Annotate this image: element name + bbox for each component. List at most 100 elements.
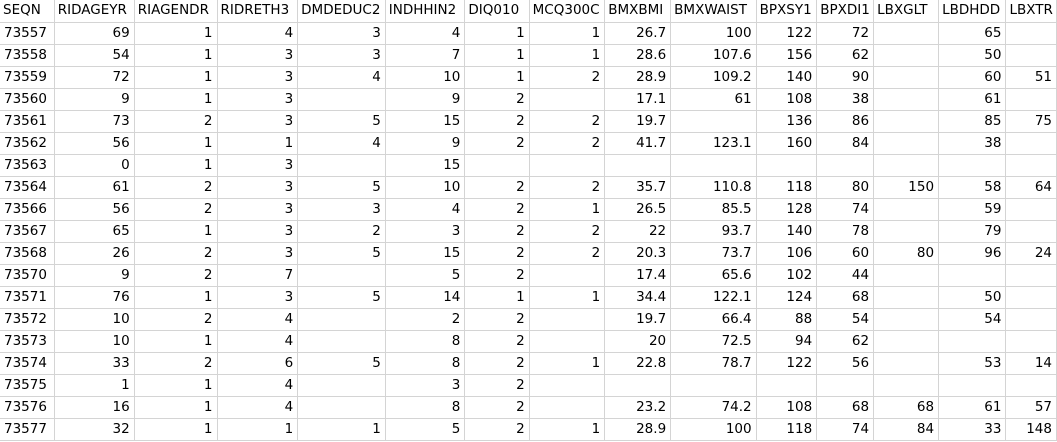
cell-ridreth3[interactable]: 6	[217, 352, 299, 375]
column-header-ridageyr[interactable]: RIDAGEYR	[54, 0, 135, 23]
cell-bpxdi1[interactable]: 74	[816, 418, 875, 441]
cell-ridreth3[interactable]: 3	[217, 286, 299, 309]
cell-lbxglt[interactable]	[873, 110, 940, 133]
cell-lbdhdd[interactable]	[938, 374, 1007, 397]
cell-bpxdi1[interactable]: 78	[816, 220, 875, 243]
cell-riagendr[interactable]: 1	[134, 418, 218, 441]
cell-mcq300c[interactable]: 2	[529, 176, 606, 199]
cell-indhhin2[interactable]: 5	[385, 264, 466, 287]
cell-seqn[interactable]: 73570	[0, 264, 55, 287]
cell-bpxdi1[interactable]: 80	[816, 176, 875, 199]
cell-ridageyr[interactable]: 33	[54, 352, 135, 375]
cell-bpxsy1[interactable]	[756, 154, 818, 177]
cell-seqn[interactable]: 73562	[0, 132, 55, 155]
cell-diq010[interactable]: 2	[464, 396, 530, 419]
cell-diq010[interactable]: 2	[464, 110, 530, 133]
cell-seqn[interactable]: 73575	[0, 374, 55, 397]
cell-riagendr[interactable]: 2	[134, 242, 218, 265]
cell-lbdhdd[interactable]: 53	[938, 352, 1007, 375]
cell-indhhin2[interactable]: 4	[385, 198, 466, 221]
cell-ridreth3[interactable]: 3	[217, 198, 299, 221]
cell-bmxbmi[interactable]: 23.2	[604, 396, 672, 419]
cell-lbdhdd[interactable]: 61	[938, 396, 1007, 419]
cell-seqn[interactable]: 73563	[0, 154, 55, 177]
column-header-lbdhdd[interactable]: LBDHDD	[938, 0, 1007, 23]
cell-dmdeduc2[interactable]: 5	[297, 352, 386, 375]
cell-ridreth3[interactable]: 4	[217, 330, 299, 353]
cell-mcq300c[interactable]: 1	[529, 44, 606, 67]
cell-lbxglt[interactable]	[873, 264, 940, 287]
cell-lbdhdd[interactable]: 59	[938, 198, 1007, 221]
cell-bmxwaist[interactable]: 74.2	[670, 396, 757, 419]
cell-bpxdi1[interactable]: 68	[816, 286, 875, 309]
cell-seqn[interactable]: 73572	[0, 308, 55, 331]
cell-bpxdi1[interactable]	[816, 374, 875, 397]
column-header-indhhin2[interactable]: INDHHIN2	[385, 0, 466, 23]
cell-bmxwaist[interactable]: 123.1	[670, 132, 757, 155]
column-header-bpxdi1[interactable]: BPXDI1	[816, 0, 875, 23]
cell-indhhin2[interactable]: 2	[385, 308, 466, 331]
cell-ridreth3[interactable]: 3	[217, 66, 299, 89]
cell-indhhin2[interactable]: 10	[385, 176, 466, 199]
cell-ridageyr[interactable]: 32	[54, 418, 135, 441]
cell-mcq300c[interactable]: 2	[529, 66, 606, 89]
cell-bmxwaist[interactable]: 65.6	[670, 264, 757, 287]
cell-bmxwaist[interactable]	[670, 374, 757, 397]
cell-mcq300c[interactable]	[529, 88, 606, 111]
cell-bmxwaist[interactable]	[670, 110, 757, 133]
cell-lbxglt[interactable]: 68	[873, 396, 940, 419]
cell-bpxdi1[interactable]: 86	[816, 110, 875, 133]
cell-bmxwaist[interactable]: 72.5	[670, 330, 757, 353]
cell-bpxdi1[interactable]: 56	[816, 352, 875, 375]
cell-indhhin2[interactable]: 15	[385, 154, 466, 177]
cell-ridageyr[interactable]: 9	[54, 264, 135, 287]
cell-lbxglt[interactable]	[873, 374, 940, 397]
cell-diq010[interactable]: 2	[464, 374, 530, 397]
cell-bmxbmi[interactable]: 35.7	[604, 176, 672, 199]
cell-lbxtr[interactable]	[1005, 22, 1057, 45]
cell-seqn[interactable]: 73568	[0, 242, 55, 265]
cell-lbxtr[interactable]	[1005, 198, 1057, 221]
cell-lbdhdd[interactable]: 65	[938, 22, 1007, 45]
cell-seqn[interactable]: 73560	[0, 88, 55, 111]
cell-seqn[interactable]: 73559	[0, 66, 55, 89]
cell-bpxsy1[interactable]: 160	[756, 132, 818, 155]
cell-lbxtr[interactable]	[1005, 154, 1057, 177]
cell-ridageyr[interactable]: 16	[54, 396, 135, 419]
cell-lbxglt[interactable]: 80	[873, 242, 940, 265]
cell-ridreth3[interactable]: 3	[217, 154, 299, 177]
cell-lbdhdd[interactable]	[938, 264, 1007, 287]
cell-dmdeduc2[interactable]	[297, 374, 386, 397]
cell-bmxbmi[interactable]: 28.6	[604, 44, 672, 67]
cell-lbxglt[interactable]	[873, 132, 940, 155]
cell-riagendr[interactable]: 1	[134, 22, 218, 45]
cell-lbxglt[interactable]	[873, 66, 940, 89]
column-header-seqn[interactable]: SEQN	[0, 0, 55, 23]
cell-bmxwaist[interactable]	[670, 154, 757, 177]
cell-dmdeduc2[interactable]: 2	[297, 220, 386, 243]
cell-bpxdi1[interactable]: 90	[816, 66, 875, 89]
cell-bmxbmi[interactable]: 26.5	[604, 198, 672, 221]
cell-diq010[interactable]: 1	[464, 22, 530, 45]
cell-dmdeduc2[interactable]: 5	[297, 242, 386, 265]
cell-riagendr[interactable]: 2	[134, 198, 218, 221]
cell-bmxwaist[interactable]: 78.7	[670, 352, 757, 375]
cell-seqn[interactable]: 73566	[0, 198, 55, 221]
cell-lbxtr[interactable]: 64	[1005, 176, 1057, 199]
cell-seqn[interactable]: 73561	[0, 110, 55, 133]
cell-bpxsy1[interactable]: 118	[756, 418, 818, 441]
cell-bpxdi1[interactable]: 38	[816, 88, 875, 111]
cell-diq010[interactable]: 1	[464, 66, 530, 89]
cell-bpxdi1[interactable]: 62	[816, 44, 875, 67]
cell-bmxwaist[interactable]: 73.7	[670, 242, 757, 265]
cell-lbxtr[interactable]	[1005, 44, 1057, 67]
cell-ridageyr[interactable]: 73	[54, 110, 135, 133]
cell-lbxglt[interactable]: 84	[873, 418, 940, 441]
cell-lbdhdd[interactable]: 60	[938, 66, 1007, 89]
cell-riagendr[interactable]: 2	[134, 352, 218, 375]
cell-bmxbmi[interactable]: 28.9	[604, 418, 672, 441]
cell-lbxtr[interactable]	[1005, 308, 1057, 331]
cell-ridreth3[interactable]: 3	[217, 88, 299, 111]
cell-bmxbmi[interactable]: 22	[604, 220, 672, 243]
cell-riagendr[interactable]: 2	[134, 110, 218, 133]
